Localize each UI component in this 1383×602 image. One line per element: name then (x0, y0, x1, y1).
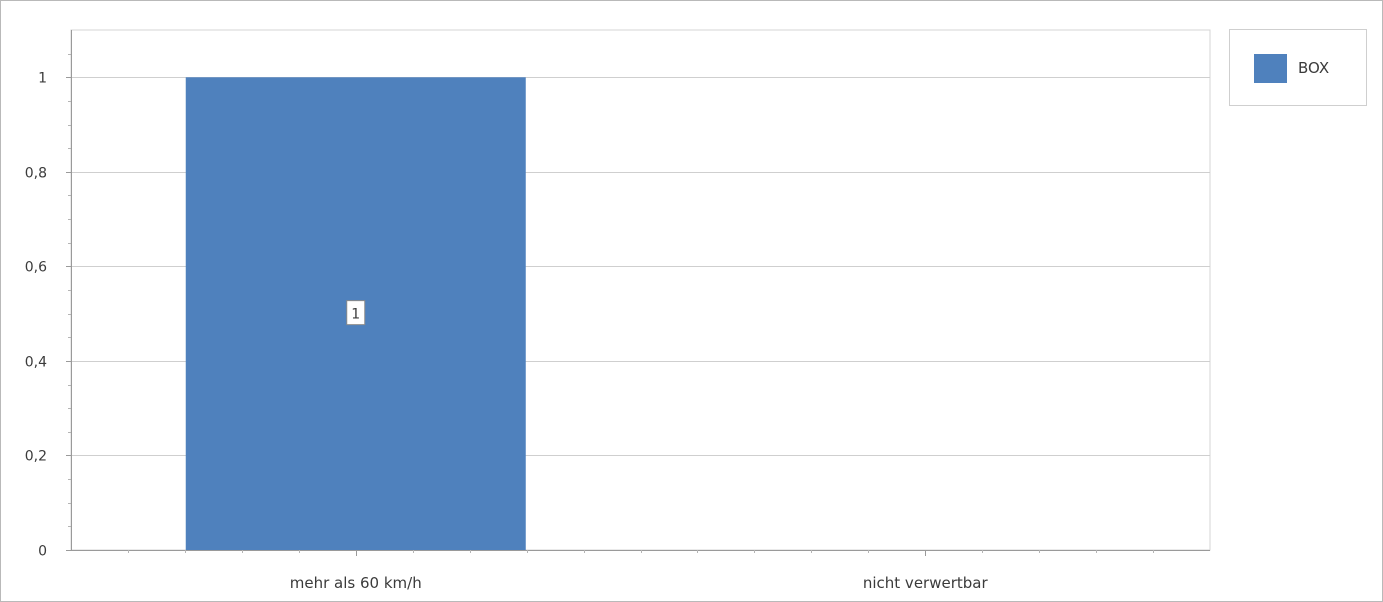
y-tick-label: 0,2 (25, 449, 47, 465)
legend-swatch (1254, 54, 1287, 83)
data-labels: 1 (346, 300, 366, 326)
x-category-label: mehr als 60 km/h (290, 574, 422, 592)
x-axis-ticks: mehr als 60 km/h nicht verwertbar (128, 550, 1154, 592)
legend-box (1229, 29, 1367, 106)
legend[interactable]: BOX (1229, 29, 1367, 106)
y-tick-label: 0,8 (25, 166, 47, 182)
axes (71, 30, 1210, 551)
y-tick-label: 0 (38, 544, 47, 560)
data-label-box (346, 300, 366, 326)
x-category-label: nicht verwertbar (863, 574, 989, 592)
legend-label: BOX (1298, 59, 1329, 77)
data-label: 1 (351, 307, 360, 323)
y-tick-label: 1 (38, 71, 47, 87)
y-tick-label: 0,6 (25, 260, 47, 276)
y-tick-label: 0,4 (25, 355, 47, 371)
y-axis-ticks: 0 0,2 0,4 0,6 0,8 1 (25, 54, 71, 560)
